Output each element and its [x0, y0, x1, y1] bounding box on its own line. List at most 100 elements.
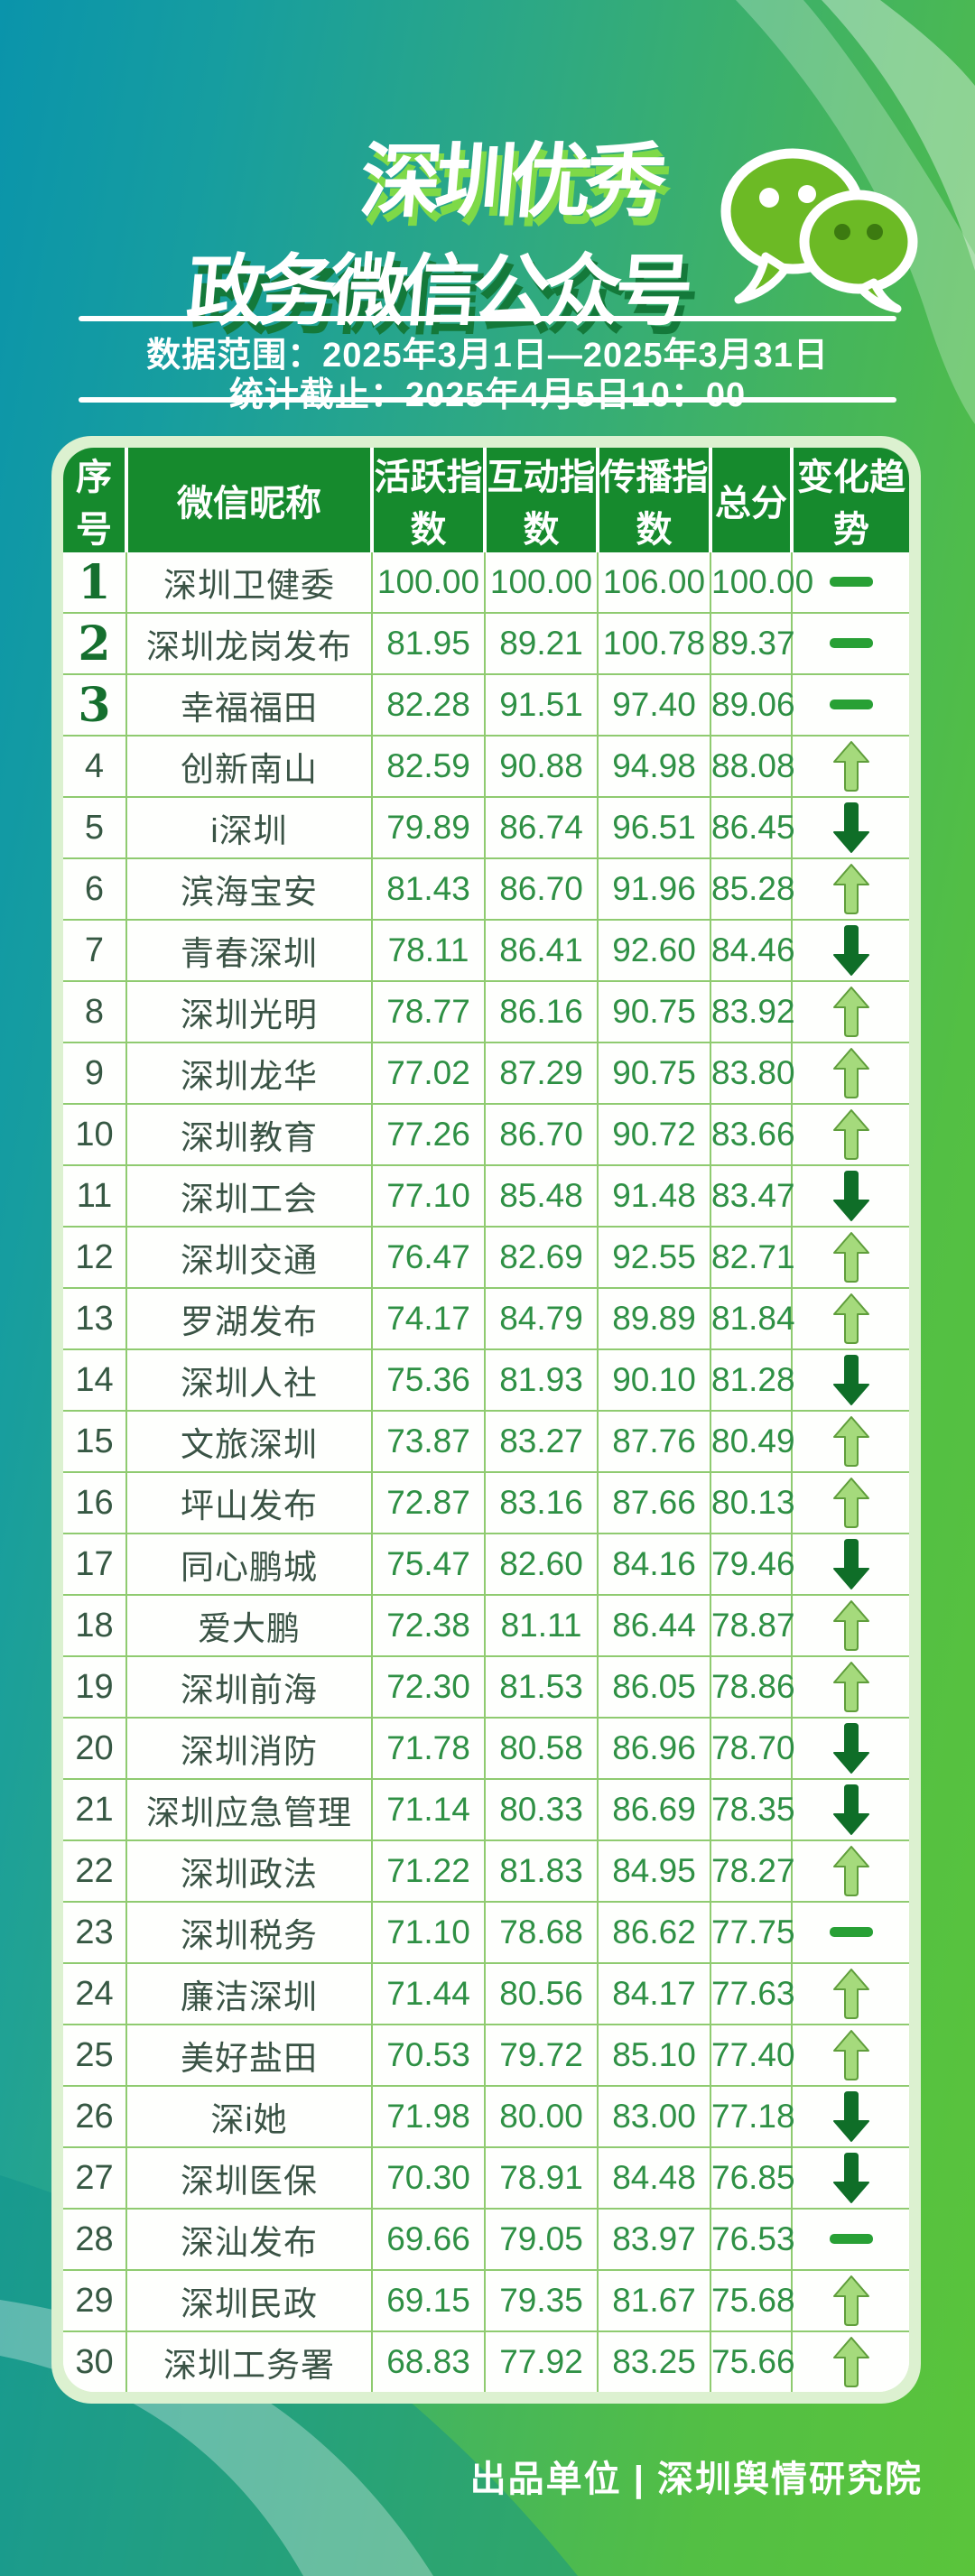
trend-cell: [792, 1472, 909, 1534]
table-row: 2 深圳龙岗发布 81.95 89.21 100.78 89.37: [63, 613, 909, 675]
total-score-cell: 83.47: [710, 1165, 795, 1228]
table-row: 11 深圳工会 77.10 85.48 91.48 83.47: [63, 1165, 909, 1228]
total-score-cell: 78.27: [710, 1840, 795, 1903]
active-index-cell: 74.17: [372, 1288, 486, 1350]
rank-cell: 23: [63, 1902, 127, 1964]
spread-index-cell: 86.05: [598, 1656, 711, 1719]
total-score-cell: 100.00: [710, 552, 813, 614]
page-title-line1: 深圳优秀: [356, 137, 664, 227]
rank-cell: 24: [63, 1963, 127, 2025]
interact-index-cell: 80.56: [485, 1963, 599, 2025]
spread-index-cell: 91.96: [598, 858, 711, 921]
trend-cell: [792, 674, 909, 737]
down-arrow-icon: [832, 1784, 869, 1835]
nickname-cell: 深圳应急管理: [126, 1779, 373, 1841]
trend-cell: [792, 1534, 909, 1596]
trend-cell: [792, 552, 909, 614]
trend-cell: [792, 1779, 909, 1841]
rank-cell: 27: [63, 2147, 127, 2210]
ranking-table: 序号 微信昵称 活跃指数 互动指数 传播指数 总分 变化趋势 1 深圳卫健委 100…: [63, 448, 909, 2392]
active-index-cell: 78.77: [372, 981, 486, 1043]
total-score-cell: 77.63: [710, 1963, 795, 2025]
up-arrow-icon: [832, 1846, 869, 1896]
trend-cell: [792, 1963, 909, 2025]
spread-index-cell: 90.75: [598, 1042, 711, 1105]
dash-icon: [829, 638, 873, 649]
table-row: 6 滨海宝安 81.43 86.70 91.96 85.28: [63, 858, 909, 921]
total-score-cell: 89.06: [710, 674, 795, 737]
trend-cell: [792, 2086, 909, 2148]
interact-index-cell: 79.05: [485, 2209, 599, 2271]
column-header-nickname: 微信昵称: [126, 448, 374, 552]
active-index-cell: 71.78: [372, 1718, 486, 1780]
dash-icon: [829, 1927, 873, 1938]
up-arrow-icon: [832, 1416, 869, 1467]
data-range-label: 数据范围：2025年3月1日—2025年3月31日: [146, 337, 829, 375]
spread-index-cell: 83.97: [598, 2209, 711, 2271]
active-index-cell: 72.30: [372, 1656, 486, 1719]
trend-cell: [792, 981, 909, 1043]
interact-index-cell: 100.00: [485, 552, 599, 614]
rank-cell: 16: [63, 1472, 127, 1534]
active-index-cell: 77.26: [372, 1104, 486, 1166]
nickname-cell: 深圳教育: [126, 1104, 373, 1166]
trend-cell: [792, 2025, 909, 2087]
active-index-cell: 75.36: [372, 1349, 486, 1412]
table-row: 21 深圳应急管理 71.14 80.33 86.69 78.35: [63, 1779, 909, 1841]
down-arrow-icon: [832, 925, 869, 976]
interact-index-cell: 79.35: [485, 2270, 599, 2332]
interact-index-cell: 86.41: [485, 920, 599, 982]
nickname-cell: 深圳龙华: [126, 1042, 373, 1105]
nickname-cell: 文旅深圳: [126, 1411, 373, 1473]
table-row: 14 深圳人社 75.36 81.93 90.10 81.28: [63, 1349, 909, 1412]
interact-index-cell: 83.16: [485, 1472, 599, 1534]
up-arrow-icon: [832, 2030, 869, 2080]
wechat-icon: [720, 148, 918, 313]
down-arrow-icon: [832, 1539, 869, 1589]
spread-index-cell: 86.69: [598, 1779, 711, 1841]
trend-cell: [792, 1227, 909, 1289]
nickname-cell: 滨海宝安: [126, 858, 373, 921]
nickname-cell: 深圳消防: [126, 1718, 373, 1780]
table-row: 4 创新南山 82.59 90.88 94.98 88.08: [63, 736, 909, 798]
active-index-cell: 79.89: [372, 797, 486, 859]
rank-cell: 28: [63, 2209, 127, 2271]
active-index-cell: 100.00: [372, 552, 486, 614]
spread-index-cell: 81.67: [598, 2270, 711, 2332]
up-arrow-icon: [832, 2337, 869, 2387]
rank-cell: 25: [63, 2025, 127, 2087]
interact-index-cell: 84.79: [485, 1288, 599, 1350]
nickname-cell: 深圳医保: [126, 2147, 373, 2210]
up-arrow-icon: [832, 1048, 869, 1098]
up-arrow-icon: [832, 1600, 869, 1651]
trend-cell: [792, 1288, 909, 1350]
column-header-active-index: 活跃指数: [372, 448, 487, 552]
spread-index-cell: 84.16: [598, 1534, 711, 1596]
interact-index-cell: 78.68: [485, 1902, 599, 1964]
trend-cell: [792, 2209, 909, 2271]
spread-index-cell: 84.95: [598, 1840, 711, 1903]
total-score-cell: 78.35: [710, 1779, 795, 1841]
interact-index-cell: 83.27: [485, 1411, 599, 1473]
total-score-cell: 84.46: [710, 920, 795, 982]
table-row: 17 同心鹏城 75.47 82.60 84.16 79.46: [63, 1534, 909, 1596]
down-arrow-icon: [832, 1723, 869, 1774]
table-row: 28 深汕发布 69.66 79.05 83.97 76.53: [63, 2209, 909, 2271]
nickname-cell: 深圳民政: [126, 2270, 373, 2332]
spread-index-cell: 91.48: [598, 1165, 711, 1228]
interact-index-cell: 81.93: [485, 1349, 599, 1412]
active-index-cell: 78.11: [372, 920, 486, 982]
column-header-spread-index: 传播指数: [598, 448, 712, 552]
nickname-cell: 创新南山: [126, 736, 373, 798]
up-arrow-icon: [832, 1293, 869, 1344]
header-divider-top: [79, 316, 896, 321]
active-index-cell: 69.15: [372, 2270, 486, 2332]
total-score-cell: 81.28: [710, 1349, 795, 1412]
nickname-cell: 深圳税务: [126, 1902, 373, 1964]
trend-cell: [792, 1165, 909, 1228]
trend-cell: [792, 797, 909, 859]
page-title-line2: 政务微信公众号: [183, 248, 691, 335]
table-row: 1 深圳卫健委 100.00 100.00 106.00 100.00: [63, 552, 909, 614]
nickname-cell: 深圳龙岗发布: [126, 613, 373, 675]
spread-index-cell: 87.76: [598, 1411, 711, 1473]
